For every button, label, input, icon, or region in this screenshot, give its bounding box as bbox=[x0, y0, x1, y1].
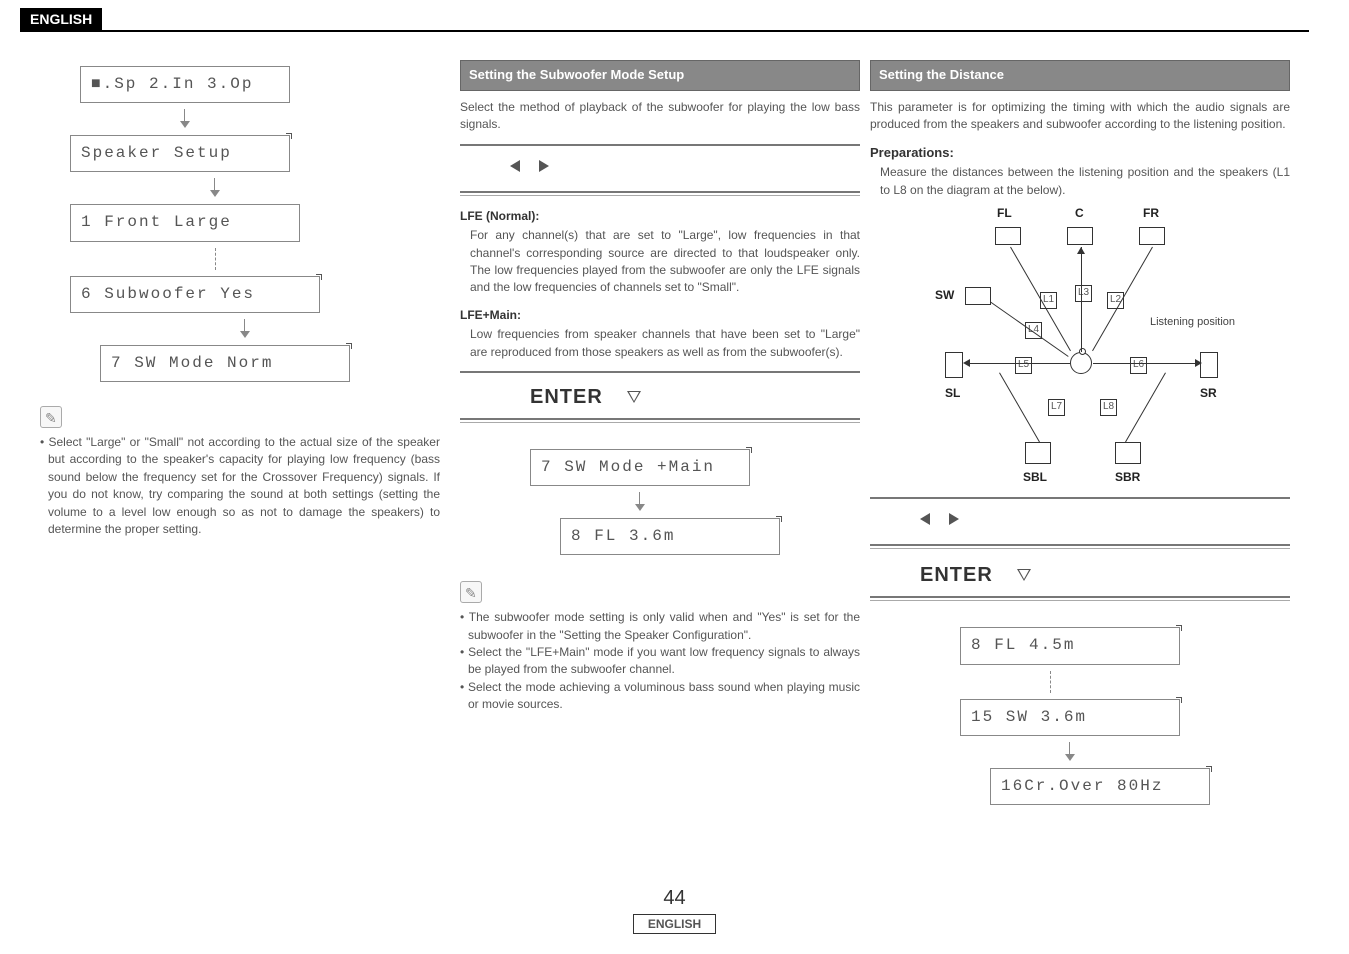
divider bbox=[460, 144, 860, 146]
dashed-connector bbox=[215, 248, 216, 270]
label-c: C bbox=[1075, 205, 1084, 222]
speaker-fl-icon bbox=[995, 227, 1021, 245]
l1-box: L1 bbox=[1040, 292, 1057, 309]
flow-box-crossover: 16Cr.Over 80Hz bbox=[990, 768, 1210, 805]
flow-box-fl-distance: 8 FL 3.6m bbox=[560, 518, 780, 555]
flow-box-fl-45: 8 FL 4.5m bbox=[960, 627, 1180, 664]
label-sbl: SBL bbox=[1023, 469, 1047, 486]
speaker-c-icon bbox=[1067, 227, 1093, 245]
preparations-heading: Preparations: bbox=[870, 144, 1290, 163]
enter-row: ENTER bbox=[870, 561, 1290, 590]
speaker-sr-icon bbox=[1200, 352, 1218, 378]
arrow-down-icon bbox=[240, 319, 250, 339]
note-row bbox=[460, 581, 860, 603]
speaker-sbl-icon bbox=[1025, 442, 1051, 464]
bullet-3: • Select the mode achieving a voluminous… bbox=[460, 679, 860, 714]
column-3: Setting the Distance This parameter is f… bbox=[870, 60, 1290, 811]
note-text: • Select "Large" or "Small" not accordin… bbox=[40, 434, 440, 538]
triangle-right-icon bbox=[539, 160, 549, 172]
page-footer: 44 ENGLISH bbox=[0, 887, 1349, 934]
column-1: ■.Sp 2.In 3.Op Speaker Setup 1 Front Lar… bbox=[40, 60, 440, 538]
lfe-main-heading: LFE+Main: bbox=[460, 307, 860, 324]
divider bbox=[870, 596, 1290, 601]
left-right-triangles bbox=[460, 156, 860, 185]
arrow-down-icon bbox=[1065, 742, 1075, 762]
l5-box: L5 bbox=[1015, 357, 1032, 374]
listener-icon bbox=[1070, 352, 1092, 374]
l3-box: L3 bbox=[1075, 285, 1092, 302]
lfe-normal-heading: LFE (Normal): bbox=[460, 208, 860, 225]
l7-box: L7 bbox=[1048, 399, 1065, 416]
page-number: 44 bbox=[0, 887, 1349, 910]
note-row bbox=[40, 406, 440, 428]
triangle-right-icon bbox=[949, 513, 959, 525]
triangle-left-icon bbox=[920, 513, 930, 525]
arrow-down-icon bbox=[635, 492, 645, 512]
arrow-down-icon bbox=[180, 109, 190, 129]
flow-box-subwoofer: 6 Subwoofer Yes bbox=[70, 276, 320, 313]
label-sw: SW bbox=[935, 287, 954, 304]
flow-box-sw-mode: 7 SW Mode Norm bbox=[100, 345, 350, 382]
flow-box-front: 1 Front Large bbox=[70, 204, 300, 241]
footer-language-box: ENGLISH bbox=[633, 914, 716, 934]
label-sr: SR bbox=[1200, 385, 1217, 402]
divider bbox=[870, 497, 1290, 499]
listening-position-label: Listening position bbox=[1150, 315, 1235, 331]
triangle-down-icon bbox=[627, 391, 641, 403]
language-tag: ENGLISH bbox=[20, 8, 102, 30]
flow-box-top: ■.Sp 2.In 3.Op bbox=[80, 66, 290, 103]
l8-box: L8 bbox=[1100, 399, 1117, 416]
section-heading-distance: Setting the Distance bbox=[870, 60, 1290, 91]
preparations-body: Measure the distances between the listen… bbox=[870, 164, 1290, 199]
divider bbox=[460, 191, 860, 196]
label-sl: SL bbox=[945, 385, 960, 402]
distance-intro: This parameter is for optimizing the tim… bbox=[870, 99, 1290, 134]
bullet-2: • Select the "LFE+Main" mode if you want… bbox=[460, 644, 860, 679]
speaker-sbr-icon bbox=[1115, 442, 1141, 464]
speaker-layout-diagram: FL C FR SW SL SR SBL SBR Listening posit… bbox=[905, 207, 1255, 487]
lfe-main-body: Low frequencies from speaker channels th… bbox=[460, 326, 860, 361]
label-sbr: SBR bbox=[1115, 469, 1140, 486]
flow-box-sw-mode-main: 7 SW Mode +Main bbox=[530, 449, 750, 486]
label-fr: FR bbox=[1143, 205, 1159, 222]
subwoofer-intro: Select the method of playback of the sub… bbox=[460, 99, 860, 134]
left-right-triangles bbox=[870, 509, 1290, 538]
pencil-icon bbox=[40, 406, 62, 428]
speaker-sl-icon bbox=[945, 352, 963, 378]
top-rule bbox=[20, 30, 1309, 32]
speaker-fr-icon bbox=[1139, 227, 1165, 245]
enter-label: ENTER bbox=[530, 386, 603, 408]
label-fl: FL bbox=[997, 205, 1012, 222]
lfe-normal-body: For any channel(s) that are set to "Larg… bbox=[460, 227, 860, 297]
triangle-down-icon bbox=[1017, 569, 1031, 581]
enter-label: ENTER bbox=[920, 564, 993, 586]
pencil-icon bbox=[460, 581, 482, 603]
divider bbox=[870, 544, 1290, 549]
section-heading-subwoofer: Setting the Subwoofer Mode Setup bbox=[460, 60, 860, 91]
column-2: Setting the Subwoofer Mode Setup Select … bbox=[460, 60, 860, 714]
triangle-left-icon bbox=[510, 160, 520, 172]
arrow-down-icon bbox=[210, 178, 220, 198]
bullet-1: • The subwoofer mode setting is only val… bbox=[460, 609, 860, 644]
dashed-connector bbox=[1050, 671, 1051, 693]
enter-row: ENTER bbox=[460, 383, 860, 412]
speaker-sw-icon bbox=[965, 287, 991, 305]
page: ENGLISH ■.Sp 2.In 3.Op Speaker Setup 1 F… bbox=[0, 0, 1349, 954]
divider bbox=[460, 371, 860, 373]
divider bbox=[460, 418, 860, 423]
flow-box-sw-36: 15 SW 3.6m bbox=[960, 699, 1180, 736]
flow-box-speaker-setup: Speaker Setup bbox=[70, 135, 290, 172]
l6-box: L6 bbox=[1130, 357, 1147, 374]
